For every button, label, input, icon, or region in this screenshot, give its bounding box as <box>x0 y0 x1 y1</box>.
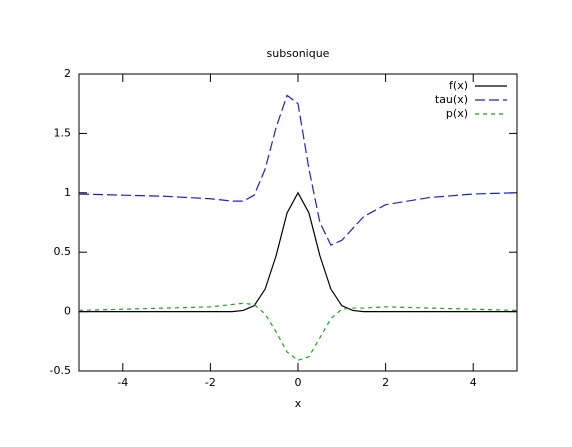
series-line <box>78 94 518 246</box>
y-tick-label: 0 <box>64 305 71 318</box>
series-line <box>78 302 518 361</box>
y-tick-label: 1 <box>64 186 71 199</box>
x-tick-label: -4 <box>117 376 128 389</box>
x-tick-label: -2 <box>205 376 216 389</box>
y-tick-label: 1.5 <box>54 126 72 139</box>
x-tick-label: 0 <box>295 376 302 389</box>
chart-title: subsonique <box>267 47 330 60</box>
y-tick-label: -0.5 <box>50 364 71 377</box>
x-tick-label: 4 <box>470 376 477 389</box>
y-tick-label: 0.5 <box>54 245 72 258</box>
legend-label: p(x) <box>446 107 468 120</box>
x-tick-label: 2 <box>382 376 389 389</box>
y-tick-label: 2 <box>64 67 71 80</box>
x-axis-label: x <box>295 397 302 410</box>
series-line <box>79 191 517 313</box>
legend-label: tau(x) <box>435 93 468 106</box>
legend-label: f(x) <box>449 79 468 92</box>
